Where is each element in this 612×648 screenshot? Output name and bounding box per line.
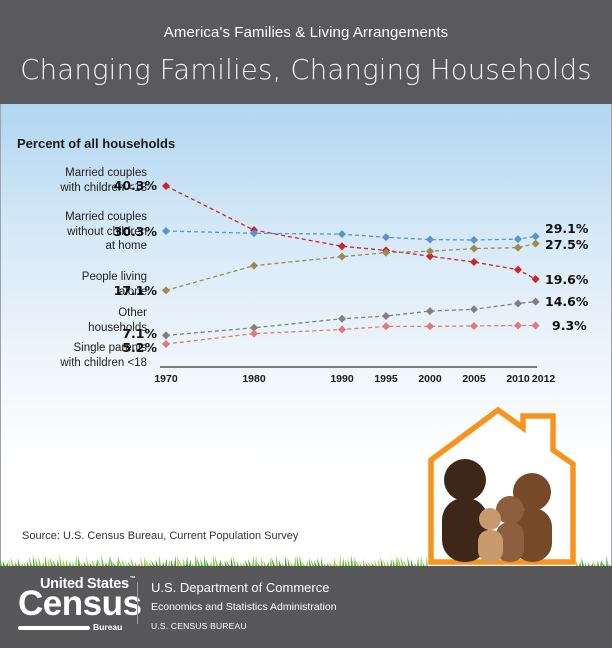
series-line bbox=[162, 321, 540, 348]
infographic-subtitle: America's Families & Living Arrangements bbox=[163, 24, 449, 41]
data-point-marker-icon bbox=[250, 329, 258, 338]
data-point-marker-icon bbox=[162, 331, 170, 340]
adult-figure-head-icon bbox=[444, 459, 486, 501]
data-point-marker-icon bbox=[531, 232, 540, 241]
series-label-living-alone: People living alone bbox=[81, 271, 147, 298]
data-point-marker-icon bbox=[514, 235, 522, 244]
data-point-marker-icon bbox=[382, 233, 390, 242]
x-tick-label: 2005 bbox=[462, 373, 486, 385]
series-line bbox=[162, 182, 540, 284]
end-value-living-alone: 27.5% bbox=[545, 237, 589, 252]
data-point-marker-icon bbox=[531, 321, 540, 330]
data-point-marker-icon bbox=[470, 258, 478, 267]
logo-trademark: ™ bbox=[129, 576, 136, 582]
x-tick-label: 2000 bbox=[418, 373, 442, 385]
logo-top-text: United States bbox=[40, 576, 129, 592]
x-tick-label: 2010 bbox=[506, 373, 530, 385]
chart-series bbox=[162, 182, 540, 348]
child-figure-body-icon bbox=[496, 522, 524, 562]
data-point-marker-icon bbox=[531, 297, 540, 306]
data-point-marker-icon bbox=[426, 322, 434, 331]
data-point-marker-icon bbox=[162, 339, 170, 348]
toddler-figure-head-icon bbox=[479, 508, 501, 530]
infographic-title: Changing Families, Changing Households bbox=[20, 54, 592, 86]
start-value-living-alone: 17.1% bbox=[113, 283, 157, 298]
toddler-figure-body-icon bbox=[478, 530, 503, 562]
data-point-marker-icon bbox=[470, 321, 478, 330]
data-point-marker-icon bbox=[426, 247, 434, 256]
series-label-other-households: Other households bbox=[88, 307, 147, 334]
data-point-marker-icon bbox=[426, 307, 434, 316]
data-point-marker-icon bbox=[514, 243, 522, 252]
data-point-marker-icon bbox=[250, 323, 258, 332]
data-point-marker-icon bbox=[382, 322, 390, 331]
data-point-marker-icon bbox=[250, 229, 258, 238]
data-point-marker-icon bbox=[426, 252, 434, 261]
data-point-marker-icon bbox=[531, 239, 540, 248]
grass-decoration bbox=[0, 554, 611, 566]
series-label-single-parents: Single parents with children <18 bbox=[60, 342, 147, 369]
adult-figure-body-icon bbox=[442, 498, 488, 562]
child-figure-head-icon bbox=[496, 496, 524, 524]
start-value-single-parents: 5.2% bbox=[122, 340, 157, 355]
data-point-marker-icon bbox=[250, 261, 258, 270]
x-tick-label: 2012 bbox=[532, 373, 556, 385]
series-line bbox=[162, 239, 540, 295]
data-point-marker-icon bbox=[514, 265, 522, 274]
data-point-marker-icon bbox=[338, 242, 346, 251]
department-name: U.S. Department of Commerce bbox=[151, 580, 330, 595]
chart-y-label: Percent of all households bbox=[17, 136, 176, 151]
data-point-marker-icon bbox=[338, 314, 346, 323]
end-value-other-households: 14.6% bbox=[545, 294, 589, 309]
end-value-married-without-children: 29.1% bbox=[545, 221, 589, 236]
x-tick-label: 1995 bbox=[374, 373, 398, 385]
data-point-marker-icon bbox=[338, 230, 346, 239]
family-house-illustration bbox=[428, 406, 576, 565]
end-value-married-with-children: 19.6% bbox=[545, 272, 589, 287]
data-point-marker-icon bbox=[162, 227, 170, 235]
start-value-married-without-children: 30.3% bbox=[113, 224, 157, 239]
data-point-marker-icon bbox=[382, 248, 390, 257]
series-label-married-with-children: Married couples with children <18 bbox=[60, 167, 147, 194]
data-point-marker-icon bbox=[531, 275, 540, 284]
footer-bar: United States™ Census Bureau U.S. Depart… bbox=[0, 566, 612, 648]
x-tick-label: 1990 bbox=[330, 373, 354, 385]
footer-divider bbox=[137, 582, 138, 624]
census-logo-united-states: United States™ bbox=[40, 576, 136, 592]
series-line bbox=[162, 227, 540, 244]
data-point-marker-icon bbox=[470, 244, 478, 253]
data-point-marker-icon bbox=[338, 252, 346, 261]
adult2-figure-head-icon bbox=[513, 473, 551, 511]
data-point-marker-icon bbox=[514, 321, 522, 330]
header-banner: America's Families & Living Arrangements… bbox=[0, 0, 612, 104]
census-logo-bar bbox=[18, 626, 90, 630]
data-point-marker-icon bbox=[470, 236, 478, 244]
data-point-marker-icon bbox=[426, 235, 434, 244]
data-point-marker-icon bbox=[338, 325, 346, 334]
data-point-marker-icon bbox=[470, 305, 478, 314]
census-logo-wordmark: Census bbox=[18, 584, 142, 623]
administration-name: Economics and Statistics Administration bbox=[151, 601, 337, 613]
series-label-married-without-children: Married couples without children at home bbox=[65, 211, 147, 252]
data-point-marker-icon bbox=[382, 312, 390, 321]
series-line bbox=[162, 297, 540, 340]
census-logo-bureau: Bureau bbox=[93, 622, 123, 632]
start-value-other-households: 7.1% bbox=[122, 326, 157, 341]
bureau-name: U.S. CENSUS BUREAU bbox=[151, 621, 247, 631]
data-point-marker-icon bbox=[162, 182, 170, 190]
x-tick-label: 1980 bbox=[242, 373, 266, 385]
start-value-married-with-children: 40.3% bbox=[113, 178, 157, 193]
data-point-marker-icon bbox=[514, 299, 522, 308]
x-tick-label: 1970 bbox=[154, 373, 178, 385]
source-citation: Source: U.S. Census Bureau, Current Popu… bbox=[22, 530, 299, 542]
x-axis-ticks: 1970 1980 1990 1995 2000 2005 2010 2012 bbox=[154, 373, 555, 385]
data-point-marker-icon bbox=[162, 286, 170, 295]
end-value-single-parents: 9.3% bbox=[552, 318, 587, 333]
